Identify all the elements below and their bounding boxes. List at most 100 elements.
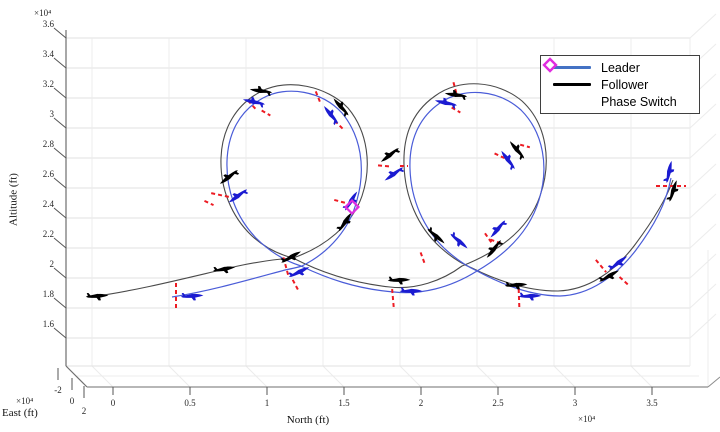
east-tick-label: 0: [69, 396, 75, 406]
legend-label-follower: Follower: [601, 77, 649, 92]
follower-aircraft-icon: [666, 180, 679, 202]
z-tick-mark: [53, 297, 67, 309]
z-tick-mark: [53, 327, 67, 339]
z-tick-mark: [53, 267, 67, 279]
x-axis-exponent: ×10⁴: [578, 414, 596, 424]
north-tick-label: 1.5: [338, 398, 350, 408]
follower-path: [96, 83, 674, 297]
red-dash-marker: [519, 143, 531, 149]
z-tick-mark: [53, 57, 67, 69]
altitude-axis-label: Altitude (ft): [7, 173, 20, 226]
red-dash-marker: [291, 279, 301, 293]
red-dash-marker: [490, 238, 504, 246]
altitude-tick-label: 3: [49, 109, 55, 119]
north-tick-label: 3.5: [646, 398, 658, 408]
altitude-tick-label: 2.8: [42, 139, 54, 149]
follower-aircraft-icon: [219, 170, 240, 184]
leader-aircraft-icon: [501, 150, 515, 171]
legend-box: Leader Follower Phase Switch: [540, 55, 700, 114]
red-dash-marker: [484, 232, 494, 246]
east-tick-label: 2: [81, 406, 87, 416]
north-tick-label: 1: [264, 398, 270, 408]
red-dash-marker: [618, 276, 630, 286]
leader-aircraft-icon: [450, 231, 468, 249]
follower-aircraft-icon: [212, 266, 236, 274]
grid-line: [689, 13, 717, 39]
red-dash-markers: [175, 81, 686, 310]
north-axis-label: North (ft): [286, 414, 330, 426]
follower-aircraft-icon: [380, 148, 401, 162]
red-dash-marker: [595, 259, 607, 273]
grid-line: [689, 103, 717, 129]
leader-line-swatch: [551, 66, 593, 69]
leader-path: [171, 90, 672, 298]
follower-aircraft-icon: [387, 276, 411, 285]
z-tick-mark: [53, 237, 67, 249]
z-tick-mark: [53, 117, 67, 129]
red-dash-marker: [204, 199, 214, 207]
legend-item-follower: Follower: [541, 76, 699, 93]
tick-marks: [53, 27, 653, 398]
z-tick-mark: [53, 87, 67, 99]
red-dash-marker: [314, 91, 322, 103]
altitude-tick-label: 1.8: [42, 289, 54, 299]
leader-aircraft-icon: [490, 220, 508, 238]
legend-label-leader: Leader: [601, 60, 640, 75]
altitude-tick-label: 2.2: [42, 229, 54, 239]
grid-line: [689, 283, 717, 309]
north-tick-label: 2: [418, 398, 424, 408]
red-dash-marker: [377, 164, 393, 168]
grid-lines: [66, 13, 717, 388]
red-dash-marker: [334, 198, 350, 206]
follower-aircraft-icon: [249, 85, 273, 96]
z-axis-exponent: ×10⁴: [34, 8, 52, 18]
z-tick-mark: [53, 207, 67, 219]
leader-aircraft-icon: [180, 292, 204, 301]
legend-item-phase-switch: Phase Switch: [541, 57, 699, 110]
follower-aircraft-icon: [598, 270, 620, 282]
follower-aircraft-icon: [509, 141, 525, 161]
leader-aircraft-icon: [663, 160, 675, 183]
follower-aircraft-icon: [486, 240, 504, 258]
red-dash-marker: [419, 252, 427, 266]
red-dash-marker: [451, 106, 461, 114]
grid-line: [689, 313, 717, 339]
red-dash-marker: [517, 288, 521, 308]
east-tick-label: -2: [54, 385, 62, 395]
leader-aircraft-icon: [288, 267, 310, 277]
red-dash-marker: [494, 152, 506, 160]
red-dash-marker: [210, 192, 230, 198]
leader-aircraft-icon: [242, 96, 265, 108]
legend-item-leader: Leader: [541, 59, 699, 76]
follower-aircraft-icon: [333, 98, 349, 117]
altitude-tick-label: 3.6: [42, 19, 54, 29]
grid-line: [689, 133, 717, 159]
leader-aircraft-icon: [324, 105, 339, 126]
leader-aircraft-icon: [228, 189, 249, 203]
legend-label-phase-switch: Phase Switch: [601, 94, 677, 109]
follower-aircraft-icon: [504, 281, 528, 290]
leader-aircraft-icon: [434, 97, 457, 109]
leader-aircraft-icon: [342, 191, 358, 211]
red-dash-marker: [391, 288, 395, 310]
phase-switch-marker: [343, 198, 361, 216]
grid-line: [689, 163, 717, 189]
z-tick-mark: [53, 27, 67, 39]
leader-aircraft-icon: [607, 256, 628, 270]
altitude-tick-label: 2.4: [42, 199, 54, 209]
altitude-tick-label: 3.4: [42, 49, 54, 59]
east-axis-line: [65, 365, 88, 388]
follower-aircraft-icon: [444, 89, 468, 100]
east-axis-label: East (ft): [2, 407, 38, 419]
leader-aircraft-icon: [399, 287, 423, 296]
leader-aircraft-icon: [518, 292, 542, 301]
north-tick-label: 3: [572, 398, 578, 408]
follower-aircraft-icon: [85, 292, 109, 301]
grid-line: [689, 223, 717, 249]
follower-aircraft-icon: [427, 226, 445, 244]
altitude-tick-label: 3.2: [42, 79, 54, 89]
grid-line: [707, 376, 720, 388]
aircraft-markers: [85, 85, 679, 301]
z-tick-mark: [53, 177, 67, 189]
